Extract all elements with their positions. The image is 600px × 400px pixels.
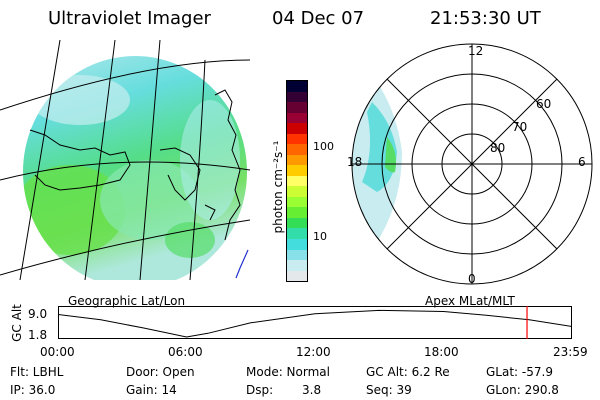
glat-label: GLat: -57.9 bbox=[486, 365, 553, 379]
polar-label-6: 6 bbox=[578, 155, 586, 169]
instrument-title: Ultraviolet Imager bbox=[48, 8, 211, 29]
geographic-label: Geographic Lat/Lon bbox=[68, 294, 186, 308]
colorbar-swatch bbox=[287, 249, 307, 261]
ip-label: IP: 36.0 bbox=[10, 383, 56, 397]
dsp-label: Dsp: bbox=[246, 383, 274, 397]
colorbar-swatch bbox=[287, 207, 307, 218]
colorbar-swatch bbox=[287, 228, 307, 239]
colorbar-swatch bbox=[287, 186, 307, 197]
colorbar-tick-10: 10 bbox=[313, 230, 327, 243]
altitude-chart-frame bbox=[58, 306, 572, 339]
colorbar-swatch bbox=[287, 123, 307, 134]
gain-label: Gain: 14 bbox=[126, 383, 177, 397]
altitude-line bbox=[58, 309, 572, 338]
xtick-1: 06:00 bbox=[168, 345, 203, 359]
altitude-ytick-top: 9.0 bbox=[28, 307, 48, 321]
colorbar-swatch bbox=[287, 91, 307, 103]
colorbar-swatch bbox=[287, 81, 307, 92]
colorbar-swatch bbox=[287, 175, 307, 187]
door-label: Door: Open bbox=[126, 365, 195, 379]
xtick-4: 23:59 bbox=[553, 345, 588, 359]
dsp-value: 3.8 bbox=[302, 383, 322, 397]
colorbar-swatch bbox=[287, 102, 307, 113]
colorbar-swatch bbox=[287, 154, 307, 166]
xtick-0: 00:00 bbox=[40, 345, 75, 359]
altitude-ylabel: GC Alt bbox=[9, 304, 24, 342]
flt-label: Flt: LBHL bbox=[10, 365, 64, 379]
geographic-image bbox=[0, 40, 250, 280]
xtick-3: 18:00 bbox=[424, 345, 459, 359]
apex-label: Apex MLat/MLT bbox=[425, 294, 515, 308]
polar-label-70: 70 bbox=[512, 120, 528, 134]
altitude-ytick-bottom: 1.8 bbox=[28, 328, 48, 342]
glon-label: GLon: 290.8 bbox=[486, 383, 559, 397]
colorbar-swatch bbox=[287, 165, 307, 176]
colorbar-swatch bbox=[287, 133, 307, 145]
colorbar-swatch bbox=[287, 196, 307, 208]
colorbar-swatch bbox=[287, 260, 307, 271]
colorbar-swatch bbox=[287, 270, 307, 282]
date-label: 04 Dec 07 bbox=[272, 8, 365, 29]
gcalt-label: GC Alt: 6.2 Re bbox=[366, 365, 450, 379]
colorbar-tick-100: 100 bbox=[313, 140, 334, 153]
xtick-2: 12:00 bbox=[296, 345, 331, 359]
polar-label-0: 0 bbox=[468, 272, 476, 286]
mode-label: Mode: Normal bbox=[246, 365, 330, 379]
polar-label-60: 60 bbox=[536, 97, 552, 111]
colorbar-swatch bbox=[287, 112, 307, 124]
time-label: 21:53:30 UT bbox=[430, 8, 541, 29]
polar-label-12: 12 bbox=[468, 44, 484, 58]
colorbar-unit-label: photon cm⁻²s⁻¹ bbox=[271, 140, 285, 234]
altitude-chart bbox=[58, 306, 572, 339]
colorbar-swatch bbox=[287, 238, 307, 250]
colorbar-swatch bbox=[287, 217, 307, 229]
polar-plot bbox=[351, 43, 593, 285]
colorbar-swatch bbox=[287, 144, 307, 155]
colorbar bbox=[286, 80, 308, 282]
seq-label: Seq: 39 bbox=[366, 383, 412, 397]
polar-label-80: 80 bbox=[490, 141, 506, 155]
polar-label-18: 18 bbox=[347, 155, 363, 169]
